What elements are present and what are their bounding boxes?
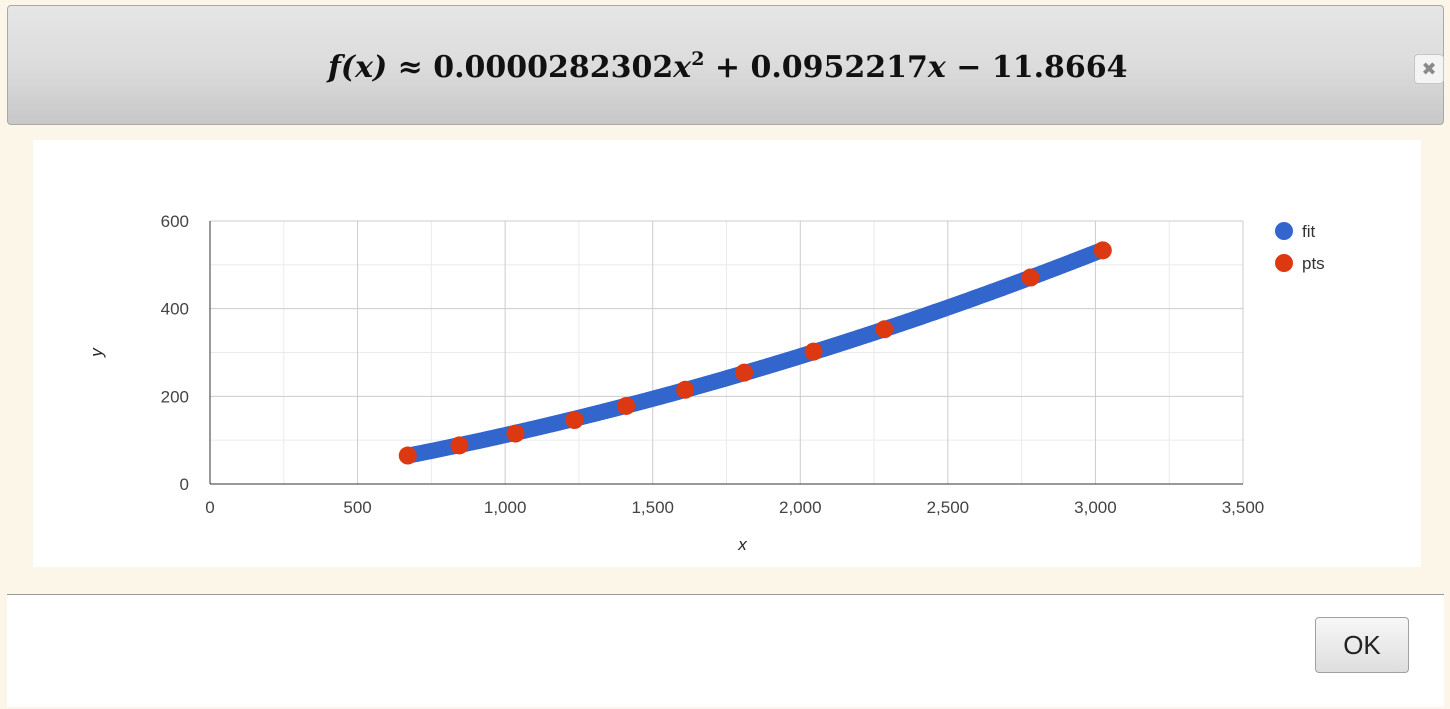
formula-coef2: 0.0000282302 bbox=[433, 50, 674, 85]
data-point bbox=[617, 396, 636, 415]
dialog-footer: OK bbox=[7, 594, 1444, 707]
chart-panel: 0 500 1,000 1,500 2,000 2,500 3,000 3,500 0 200 40… bbox=[33, 140, 1421, 567]
data-point bbox=[804, 342, 823, 361]
y-tick-label: 600 bbox=[161, 212, 189, 231]
x-tick-label: 3,000 bbox=[1074, 498, 1117, 517]
data-point bbox=[506, 424, 525, 443]
data-point bbox=[1021, 268, 1040, 287]
close-icon: ✖ bbox=[1421, 58, 1437, 80]
fit-formula: f(x) ≈ 0.0000282302x2 + 0.0952217x − 11.… bbox=[328, 48, 1128, 85]
legend-label-pts: pts bbox=[1302, 254, 1325, 273]
formula-var2: x bbox=[673, 50, 692, 85]
formula-lhs: f(x) bbox=[328, 50, 388, 85]
y-tick-label: 0 bbox=[180, 475, 189, 494]
x-tick-label: 1,000 bbox=[484, 498, 527, 517]
formula-plus: + bbox=[714, 50, 741, 85]
legend-label-fit: fit bbox=[1302, 222, 1316, 241]
x-tick-label: 2,500 bbox=[927, 498, 970, 517]
data-point bbox=[398, 446, 417, 465]
dialog-titlebar: f(x) ≈ 0.0000282302x2 + 0.0952217x − 11.… bbox=[7, 5, 1444, 125]
y-tick-label: 200 bbox=[161, 387, 189, 406]
x-tick-label: 2,000 bbox=[779, 498, 822, 517]
y-tick-label: 400 bbox=[161, 300, 189, 319]
data-point bbox=[450, 436, 469, 455]
legend-marker-fit bbox=[1275, 222, 1293, 240]
x-tick-label: 1,500 bbox=[631, 498, 674, 517]
x-tick-label: 3,500 bbox=[1222, 498, 1265, 517]
scatter-chart: 0 500 1,000 1,500 2,000 2,500 3,000 3,500 0 200 40… bbox=[87, 212, 1325, 554]
x-tick-label: 500 bbox=[343, 498, 371, 517]
formula-exp2: 2 bbox=[691, 48, 705, 70]
ok-button[interactable]: OK bbox=[1315, 617, 1409, 673]
formula-minus: − bbox=[956, 50, 982, 85]
data-point bbox=[875, 320, 894, 339]
data-point bbox=[735, 363, 754, 382]
formula-const: 11.8664 bbox=[991, 50, 1128, 85]
data-point bbox=[676, 380, 695, 399]
close-button[interactable]: ✖ bbox=[1414, 54, 1444, 84]
formula-approx-sign: ≈ bbox=[397, 50, 423, 85]
y-axis-title: y bbox=[87, 347, 106, 358]
data-point bbox=[565, 411, 584, 430]
x-tick-label: 0 bbox=[205, 498, 214, 517]
formula-coef1: 0.0952217 bbox=[750, 50, 928, 85]
formula-var1: x bbox=[927, 50, 946, 85]
x-axis-title: x bbox=[737, 535, 747, 554]
legend-marker-pts bbox=[1275, 254, 1293, 272]
data-point bbox=[1093, 241, 1112, 260]
